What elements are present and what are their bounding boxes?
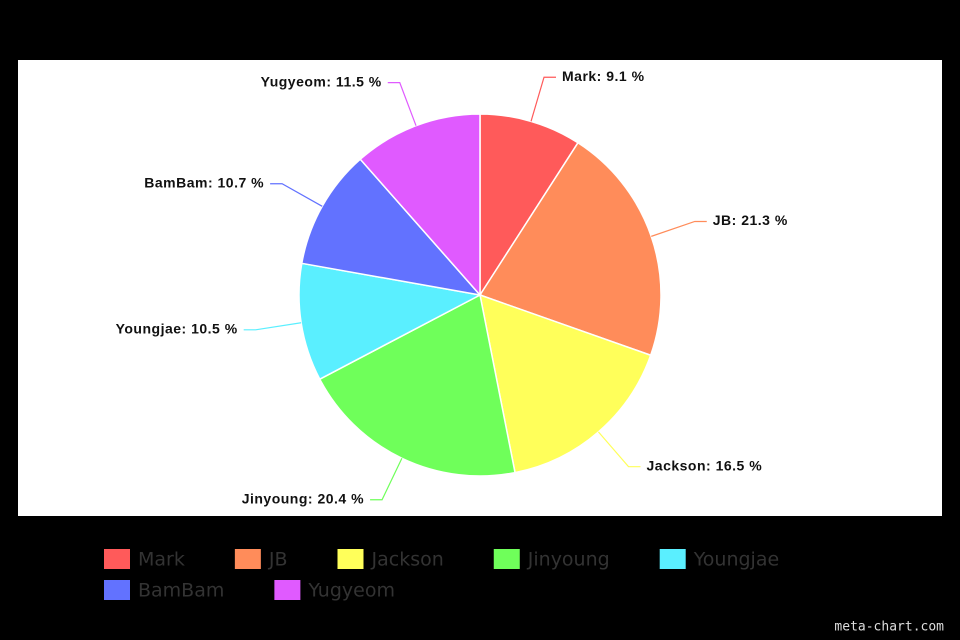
pie-slice <box>318 293 516 477</box>
legend-label: JB <box>268 549 288 571</box>
legend-swatch <box>274 580 301 600</box>
pie-slice <box>359 113 481 297</box>
data-label: Jackson: 16.5 % <box>647 457 763 473</box>
leader-line <box>651 220 707 237</box>
data-label: Jinyoung: 20.4 % <box>242 490 364 506</box>
legend-label: Jackson <box>371 549 444 571</box>
leader-line <box>530 76 557 122</box>
legend-label: Jinyoung <box>527 549 610 571</box>
pie-slice <box>479 293 652 474</box>
data-label: BamBam: 10.7 % <box>144 174 264 190</box>
pie-slice <box>298 262 483 381</box>
leader-line <box>270 183 323 207</box>
legend-swatch <box>659 549 686 569</box>
data-label: Mark: 9.1 % <box>562 68 645 84</box>
legend-swatch <box>104 549 130 569</box>
data-label: JB: 21.3 % <box>713 212 788 228</box>
legend-label: BamBam <box>138 580 224 602</box>
legend-swatch <box>337 549 364 569</box>
pie-slice <box>478 141 662 357</box>
legend-label: Yugyeom <box>307 580 395 602</box>
leader-line <box>370 458 403 501</box>
legend-label: Mark <box>138 549 185 571</box>
credit: meta-chart.com <box>834 620 944 635</box>
legend-label: Youngjae <box>693 549 779 571</box>
leader-line <box>597 431 641 468</box>
leader-line <box>243 322 302 331</box>
legend-swatch <box>104 580 130 600</box>
legend-swatch <box>234 549 261 569</box>
legend-swatch <box>493 549 520 569</box>
data-label: Youngjae: 10.5 % <box>116 321 238 337</box>
leader-line <box>387 82 417 126</box>
data-label: Yugyeom: 11.5 % <box>261 73 382 89</box>
pie-slice <box>300 158 482 297</box>
